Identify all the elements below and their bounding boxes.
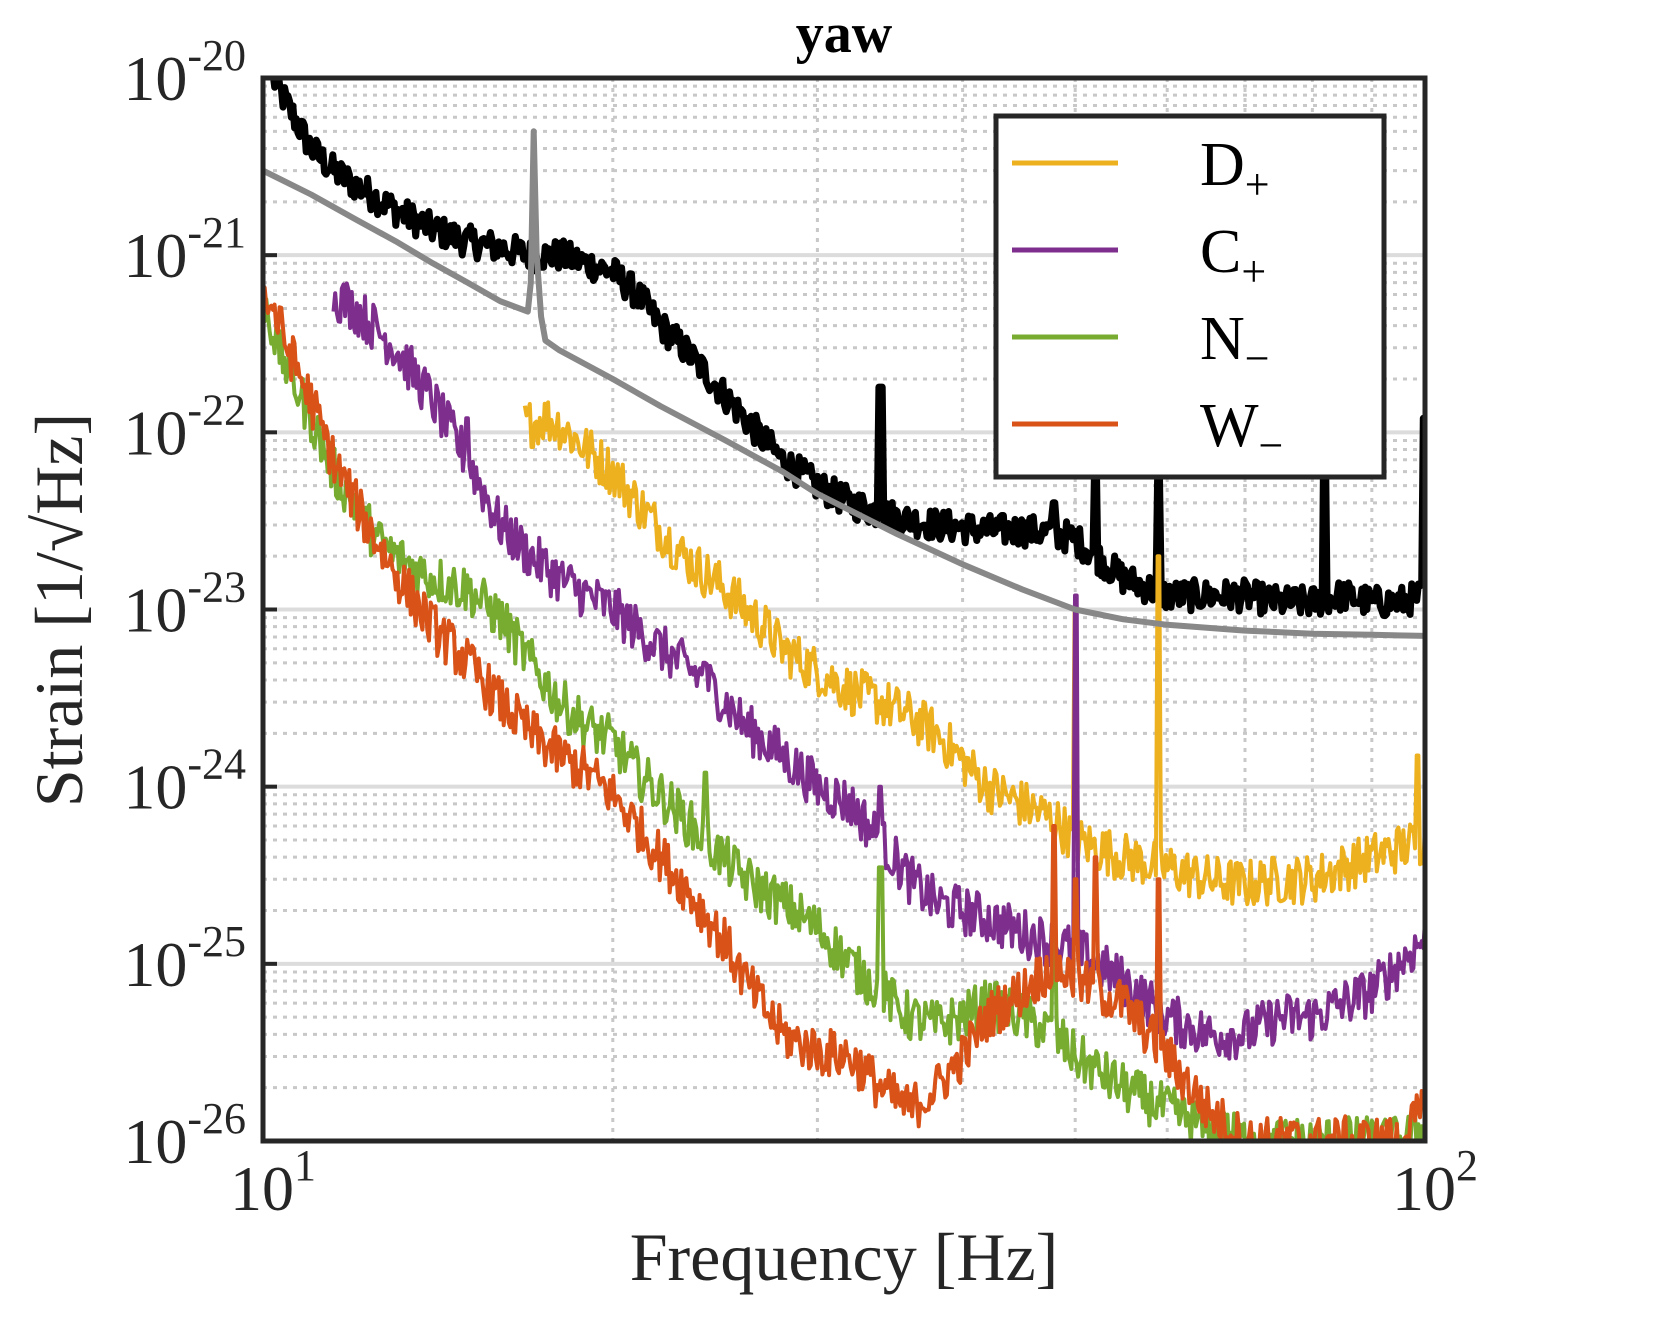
y-tick-label: 10-22 bbox=[123, 385, 246, 468]
y-tick-base: 10 bbox=[123, 575, 187, 646]
legend-label: C+ bbox=[1200, 218, 1266, 296]
y-tick-label: 10-21 bbox=[123, 208, 246, 291]
y-tick-label: 10-25 bbox=[123, 917, 246, 1000]
y-tick-exponent: -24 bbox=[187, 740, 246, 789]
chart-title: yaw bbox=[796, 3, 893, 65]
legend-label-subscript: + bbox=[1245, 160, 1270, 209]
y-tick-exponent: -20 bbox=[187, 31, 246, 80]
x-tick-exponent: 2 bbox=[1456, 1141, 1478, 1190]
y-tick-label: 10-20 bbox=[123, 31, 246, 114]
y-tick-exponent: -22 bbox=[187, 385, 246, 434]
y-tick-base: 10 bbox=[123, 220, 187, 291]
y-tick-label: 10-26 bbox=[123, 1094, 246, 1177]
legend-label-subscript: − bbox=[1259, 421, 1284, 470]
legend-label-main: C bbox=[1200, 218, 1241, 286]
legend: D+C+N−W− bbox=[993, 113, 1387, 480]
legend-label-subscript: − bbox=[1245, 334, 1270, 383]
legend-label-main: N bbox=[1200, 305, 1245, 373]
y-axis-label: Strain [1/√Hz] bbox=[21, 413, 97, 807]
y-tick-base: 10 bbox=[123, 397, 187, 468]
y-tick-label: 10-24 bbox=[123, 740, 246, 823]
series-line-sensitivity bbox=[270, 78, 1425, 620]
x-tick-label: 101 bbox=[230, 1141, 316, 1224]
legend-label-main: W bbox=[1200, 392, 1259, 460]
legend-label: W− bbox=[1200, 392, 1283, 470]
legend-label: N− bbox=[1200, 305, 1270, 383]
x-tick-base: 10 bbox=[1392, 1153, 1456, 1224]
y-tick-exponent: -23 bbox=[187, 563, 246, 612]
y-tick-exponent: -26 bbox=[187, 1094, 246, 1143]
legend-label-main: D bbox=[1200, 131, 1245, 199]
y-tick-base: 10 bbox=[123, 752, 187, 823]
y-tick-label: 10-23 bbox=[123, 563, 246, 646]
x-axis-label: Frequency [Hz] bbox=[630, 1219, 1059, 1295]
series-line-C-minusplus bbox=[331, 281, 1425, 1061]
legend-box bbox=[993, 113, 1387, 480]
y-tick-exponent: -21 bbox=[187, 208, 246, 257]
x-tick-base: 10 bbox=[230, 1153, 294, 1224]
legend-label-subscript: + bbox=[1241, 247, 1266, 296]
series-line-model bbox=[263, 128, 1425, 639]
x-tick-label: 102 bbox=[1392, 1141, 1478, 1224]
y-tick-base: 10 bbox=[123, 1106, 187, 1177]
y-tick-base: 10 bbox=[123, 929, 187, 1000]
series-line-D-minusplus bbox=[522, 400, 1425, 907]
legend-label: D+ bbox=[1200, 131, 1270, 209]
y-tick-exponent: -25 bbox=[187, 917, 246, 966]
y-tick-base: 10 bbox=[123, 43, 187, 114]
x-tick-exponent: 1 bbox=[294, 1141, 316, 1190]
